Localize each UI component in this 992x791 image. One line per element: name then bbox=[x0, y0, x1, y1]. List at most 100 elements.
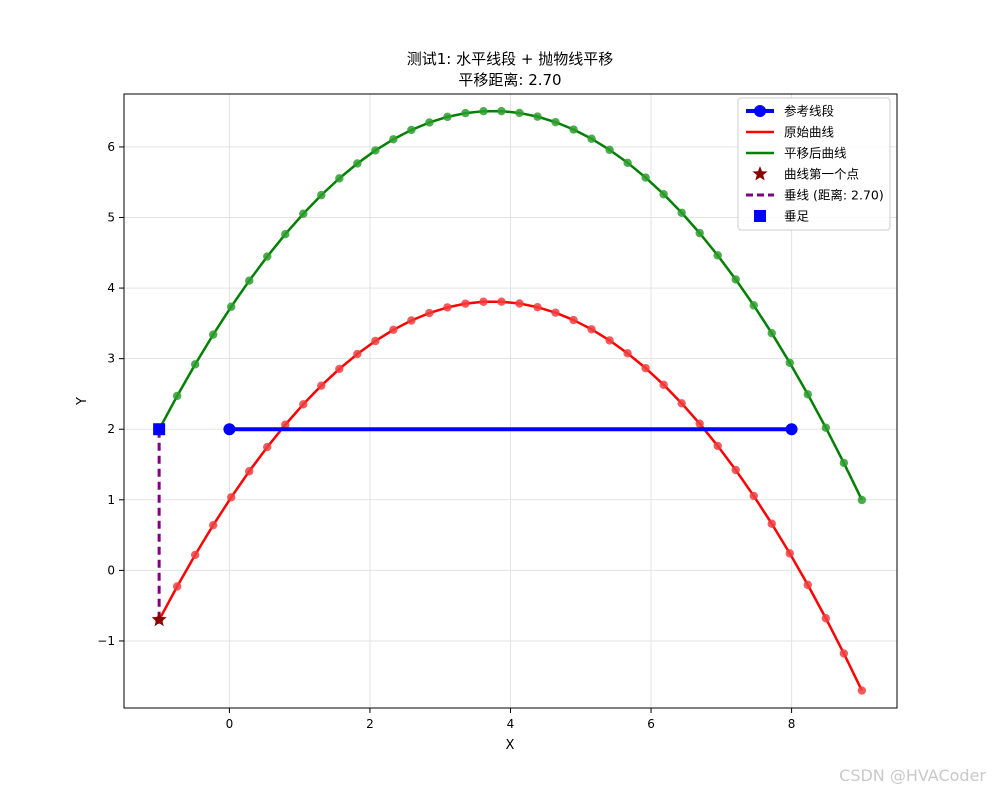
x-tick-label: 4 bbox=[507, 717, 515, 731]
tick-layer: 0 2 4 6 8 −1 0 1 2 3 4 5 6 bbox=[97, 140, 795, 731]
curve-point bbox=[551, 117, 560, 127]
curve-point bbox=[569, 125, 578, 134]
curve-point bbox=[227, 302, 236, 311]
curve-point bbox=[839, 649, 849, 658]
curve-point bbox=[551, 308, 560, 317]
curve-point bbox=[389, 135, 398, 144]
curve-point bbox=[821, 614, 831, 623]
curve-point bbox=[785, 358, 794, 368]
curve-point bbox=[317, 190, 326, 200]
curve-point bbox=[749, 491, 758, 501]
first-point-star bbox=[151, 611, 167, 627]
curve-point bbox=[533, 302, 542, 312]
curve-point bbox=[857, 686, 867, 695]
curve-point bbox=[731, 275, 740, 284]
curve-point bbox=[227, 493, 236, 502]
curve-point bbox=[263, 442, 272, 452]
curve-point bbox=[317, 381, 326, 390]
y-tick-label: 1 bbox=[107, 493, 115, 507]
curve-point bbox=[461, 108, 470, 118]
x-axis-label: X bbox=[506, 738, 515, 753]
foot-point-marker bbox=[153, 423, 166, 436]
legend-label: 曲线第一个点 bbox=[784, 167, 859, 182]
x-tick-label: 2 bbox=[366, 717, 374, 731]
curve-point bbox=[281, 230, 290, 239]
curve-point bbox=[623, 158, 632, 167]
curve-line bbox=[158, 300, 863, 692]
curve-point bbox=[803, 390, 813, 399]
curve-point bbox=[353, 349, 362, 359]
curve-point bbox=[731, 465, 740, 475]
curve-point bbox=[299, 400, 308, 409]
curve-point bbox=[281, 420, 290, 429]
curve-point bbox=[245, 467, 254, 476]
curve-point bbox=[190, 550, 200, 560]
y-tick-label: −1 bbox=[97, 634, 115, 648]
curve-point bbox=[443, 112, 452, 122]
curve-point bbox=[767, 519, 776, 528]
curve-point bbox=[407, 316, 416, 325]
curve-point bbox=[263, 252, 272, 261]
curve-point bbox=[659, 190, 668, 199]
curve-point bbox=[587, 134, 596, 143]
y-tick-label: 2 bbox=[107, 422, 115, 436]
y-axis-label: Y bbox=[75, 397, 90, 406]
curve-point bbox=[605, 145, 614, 155]
watermark: CSDN @HVACoder bbox=[839, 766, 986, 785]
curve-point bbox=[443, 303, 452, 312]
curve-point bbox=[299, 209, 308, 218]
curve-point bbox=[749, 301, 758, 310]
curve-point bbox=[515, 299, 524, 308]
curve-point bbox=[785, 549, 794, 558]
curve-point bbox=[353, 159, 362, 168]
legend-label: 垂线 (距离: 2.70) bbox=[784, 188, 884, 203]
legend-label: 平移后曲线 bbox=[784, 146, 847, 161]
curve-point bbox=[695, 419, 704, 428]
curve-point bbox=[479, 297, 488, 306]
curve-point bbox=[695, 228, 704, 238]
curve-point bbox=[605, 336, 614, 345]
curve-point bbox=[767, 328, 776, 338]
curve-point bbox=[533, 112, 542, 121]
curve-point bbox=[335, 174, 344, 183]
y-tick-label: 0 bbox=[107, 563, 115, 577]
curve-point bbox=[425, 118, 434, 127]
curve-point bbox=[479, 106, 488, 116]
legend-label: 参考线段 bbox=[784, 104, 834, 119]
plot-area bbox=[151, 106, 867, 695]
curve-point bbox=[857, 495, 867, 505]
reference-segment-endpoint bbox=[223, 423, 236, 436]
curve-point bbox=[515, 108, 524, 118]
curve-point bbox=[425, 308, 434, 318]
curve-point bbox=[172, 391, 182, 401]
curve-point bbox=[677, 208, 686, 217]
legend-box bbox=[737, 97, 891, 231]
curve-point bbox=[839, 458, 849, 468]
legend-label: 原始曲线 bbox=[784, 125, 835, 140]
x-tick-label: 8 bbox=[788, 717, 796, 731]
curve-point bbox=[659, 380, 668, 390]
curve-point bbox=[461, 299, 470, 308]
x-tick-label: 6 bbox=[647, 717, 655, 731]
legend-handle-star bbox=[752, 166, 768, 181]
curve-point bbox=[641, 363, 650, 373]
curve-point bbox=[497, 297, 506, 306]
curve-point bbox=[713, 441, 722, 451]
curve-point bbox=[172, 582, 182, 591]
curve-point bbox=[821, 423, 831, 432]
curve-point bbox=[569, 315, 578, 325]
chart-subtitle: 平移距离: 2.70 bbox=[458, 71, 561, 89]
reference-segment-endpoint bbox=[785, 423, 798, 436]
y-tick-label: 4 bbox=[107, 281, 115, 295]
legend-handle-square bbox=[754, 210, 766, 222]
y-tick-label: 3 bbox=[107, 352, 115, 366]
curve-point bbox=[389, 325, 398, 335]
x-tick-label: 0 bbox=[226, 717, 234, 731]
curve-point bbox=[190, 360, 200, 369]
curve-point bbox=[713, 251, 722, 260]
y-tick-label: 5 bbox=[107, 211, 115, 225]
curve-point bbox=[245, 276, 254, 285]
chart-title: 测试1: 水平线段 + 抛物线平移 bbox=[407, 50, 613, 68]
curve-point bbox=[497, 106, 506, 116]
